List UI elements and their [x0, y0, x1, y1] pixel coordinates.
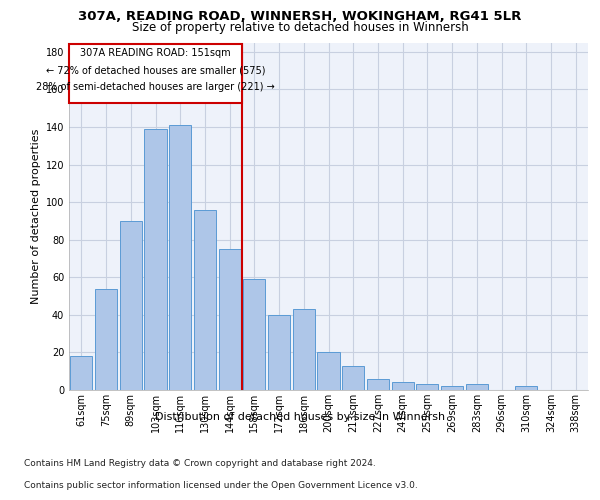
- Text: ← 72% of detached houses are smaller (575): ← 72% of detached houses are smaller (57…: [46, 65, 265, 75]
- Bar: [342, 366, 364, 390]
- Text: Contains HM Land Registry data © Crown copyright and database right 2024.: Contains HM Land Registry data © Crown c…: [24, 458, 376, 468]
- Text: Size of property relative to detached houses in Winnersh: Size of property relative to detached ho…: [131, 21, 469, 34]
- Bar: [119, 221, 142, 390]
- Bar: [515, 386, 538, 390]
- Text: 28% of semi-detached houses are larger (221) →: 28% of semi-detached houses are larger (…: [36, 82, 275, 92]
- Bar: [367, 378, 389, 390]
- Bar: [392, 382, 414, 390]
- Bar: [70, 356, 92, 390]
- Bar: [194, 210, 216, 390]
- Bar: [441, 386, 463, 390]
- Bar: [243, 279, 265, 390]
- Bar: [416, 384, 439, 390]
- Bar: [95, 288, 117, 390]
- Bar: [466, 384, 488, 390]
- Bar: [293, 309, 315, 390]
- Text: Contains public sector information licensed under the Open Government Licence v3: Contains public sector information licen…: [24, 481, 418, 490]
- Text: 307A, READING ROAD, WINNERSH, WOKINGHAM, RG41 5LR: 307A, READING ROAD, WINNERSH, WOKINGHAM,…: [79, 10, 521, 23]
- Text: Distribution of detached houses by size in Winnersh: Distribution of detached houses by size …: [155, 412, 445, 422]
- Bar: [268, 315, 290, 390]
- Text: 307A READING ROAD: 151sqm: 307A READING ROAD: 151sqm: [80, 48, 231, 58]
- Bar: [169, 125, 191, 390]
- Bar: [218, 249, 241, 390]
- Bar: [145, 129, 167, 390]
- Bar: [69, 44, 242, 102]
- Y-axis label: Number of detached properties: Number of detached properties: [31, 128, 41, 304]
- Bar: [317, 352, 340, 390]
